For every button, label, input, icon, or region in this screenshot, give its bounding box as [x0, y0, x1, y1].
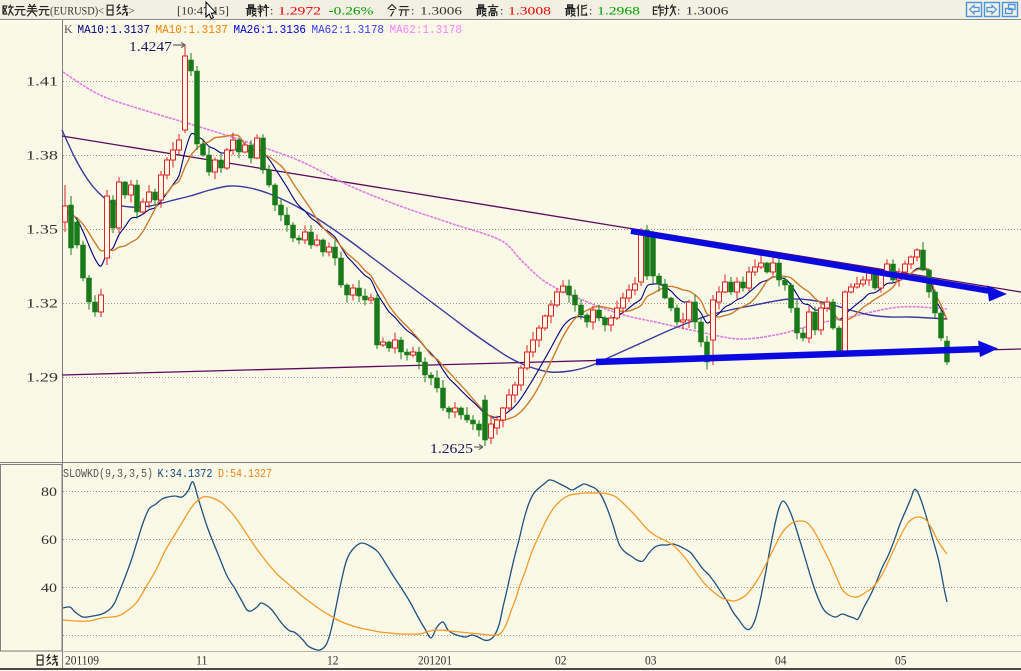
- svg-text::: :: [270, 4, 273, 18]
- svg-text:201109: 201109: [65, 653, 99, 668]
- svg-text:-0.26%: -0.26%: [329, 4, 374, 18]
- svg-text:60: 60: [41, 532, 57, 547]
- svg-text:12: 12: [327, 653, 339, 668]
- svg-text:1.41: 1.41: [26, 74, 58, 89]
- svg-text:MA62:1.3178: MA62:1.3178: [312, 23, 385, 37]
- svg-text:40: 40: [41, 580, 57, 595]
- svg-text:11: 11: [196, 653, 208, 668]
- svg-text:04: 04: [775, 653, 787, 668]
- svg-text:MA26:1.3136: MA26:1.3136: [234, 23, 307, 37]
- svg-text:MA10:1.3137: MA10:1.3137: [78, 23, 151, 37]
- svg-text:1.2968: 1.2968: [597, 4, 640, 18]
- svg-text:1.4247: 1.4247: [129, 40, 172, 55]
- svg-text::: :: [411, 4, 414, 18]
- svg-text:1.29: 1.29: [26, 370, 58, 385]
- svg-text:80: 80: [41, 484, 57, 499]
- svg-text:SLOWKD(9,3,3,5): SLOWKD(9,3,3,5): [63, 467, 153, 481]
- svg-text:1.32: 1.32: [26, 296, 58, 311]
- svg-text::: :: [589, 4, 592, 18]
- svg-text:K: K: [64, 22, 73, 36]
- svg-text:05: 05: [895, 653, 907, 668]
- svg-text:1.3006: 1.3006: [686, 4, 729, 18]
- svg-text:(EURUSD)<: (EURUSD)<: [50, 4, 104, 18]
- svg-text:MA10:1.3137: MA10:1.3137: [156, 23, 229, 37]
- svg-text::: :: [500, 4, 503, 18]
- svg-text:1.2972: 1.2972: [278, 4, 321, 18]
- svg-text:K:34.1372: K:34.1372: [158, 467, 213, 481]
- svg-text:1.38: 1.38: [26, 148, 58, 163]
- svg-text:1.2625: 1.2625: [430, 442, 473, 457]
- svg-text:D:54.1327: D:54.1327: [218, 467, 272, 481]
- svg-text:1.3006: 1.3006: [420, 4, 462, 18]
- svg-text:201201: 201201: [418, 653, 452, 668]
- svg-text:>: >: [128, 4, 135, 18]
- svg-text:02: 02: [555, 653, 567, 668]
- svg-text:1.35: 1.35: [26, 222, 58, 237]
- svg-text:03: 03: [645, 653, 657, 668]
- svg-text::: :: [677, 4, 680, 18]
- svg-text:[10:47:15]: [10:47:15]: [177, 4, 229, 18]
- svg-text:1.3008: 1.3008: [508, 4, 551, 18]
- svg-text:MA62:1.3178: MA62:1.3178: [390, 23, 463, 37]
